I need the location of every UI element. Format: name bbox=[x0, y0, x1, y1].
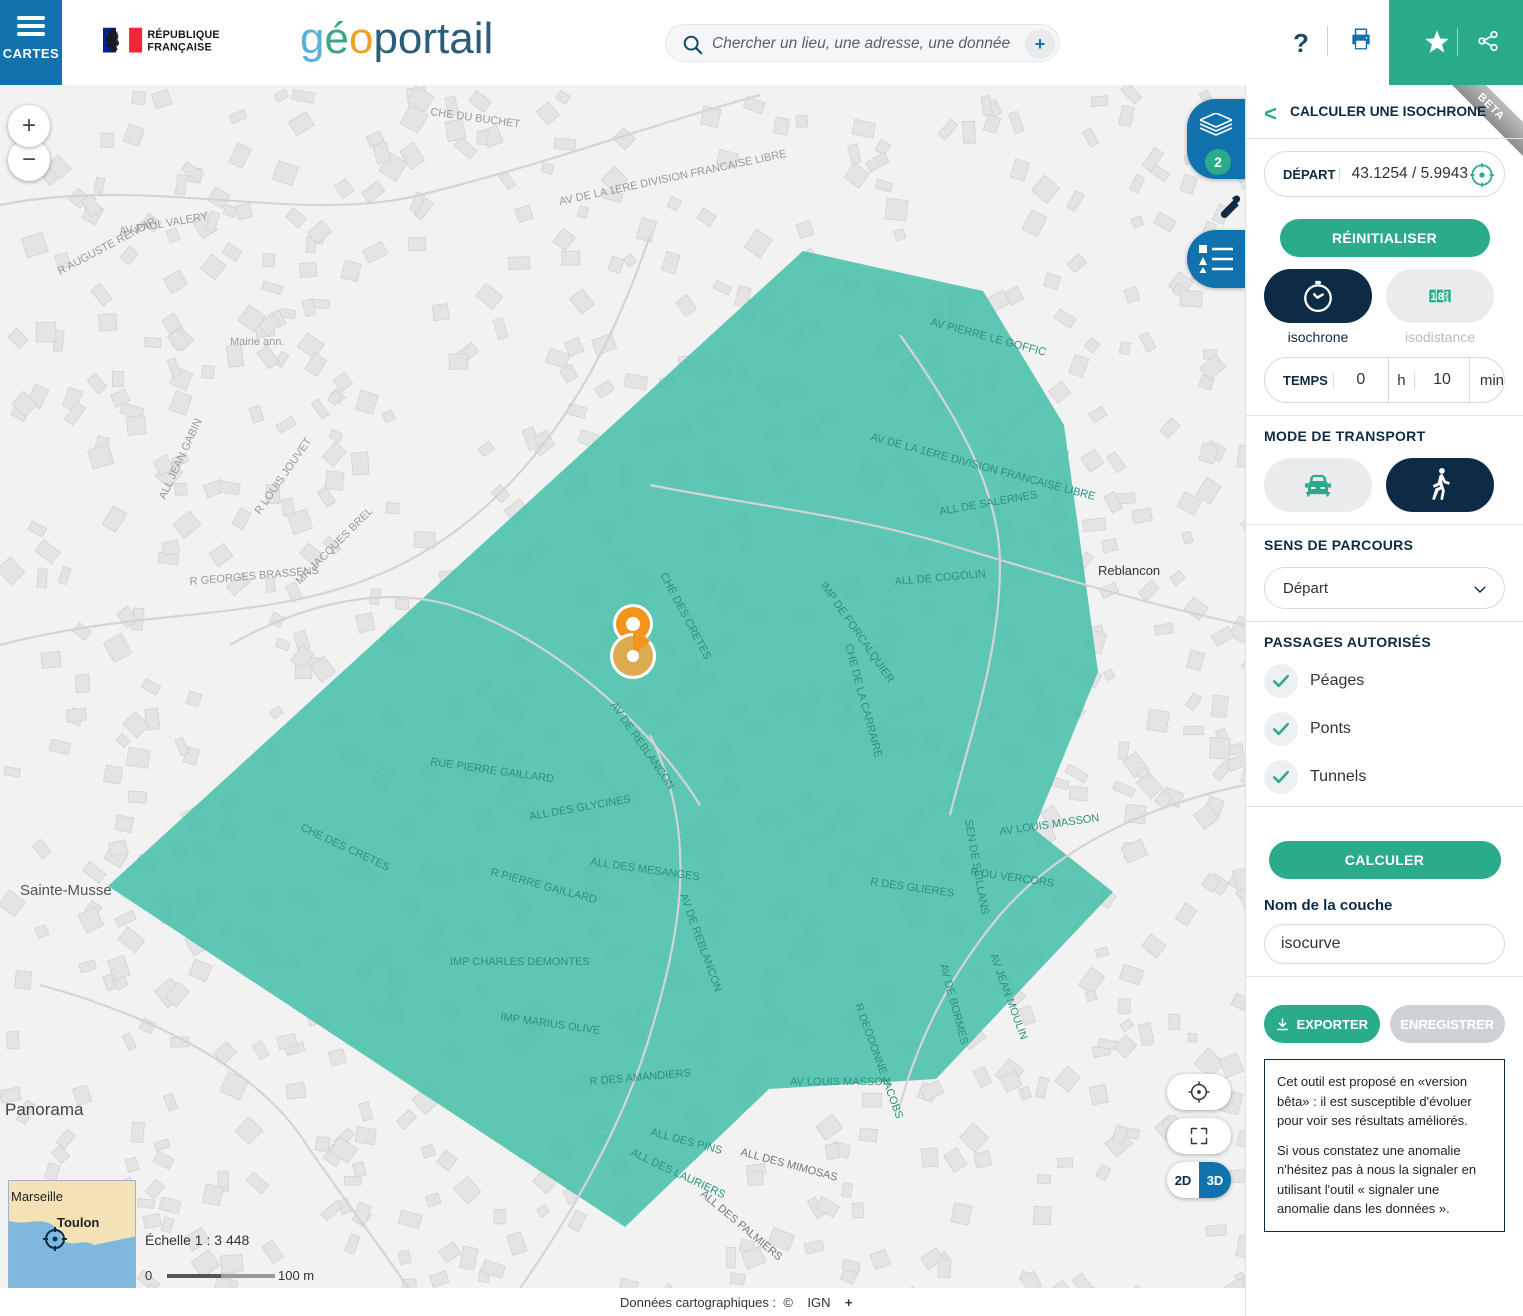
svg-text:Sainte-Musse: Sainte-Musse bbox=[20, 882, 112, 899]
svg-text:IMP CHARLES DEMONTES: IMP CHARLES DEMONTES bbox=[450, 956, 590, 968]
svg-text:FRANÇAISE: FRANÇAISE bbox=[147, 42, 211, 54]
svg-text:Reblancon: Reblancon bbox=[1098, 563, 1160, 578]
svg-text:Mairie ann.: Mairie ann. bbox=[230, 336, 284, 348]
svg-text:Panorama: Panorama bbox=[5, 1100, 84, 1119]
svg-text:RÉPUBLIQUE: RÉPUBLIQUE bbox=[147, 28, 219, 41]
svg-text:8: 8 bbox=[1438, 291, 1444, 303]
svg-text:1: 1 bbox=[1430, 291, 1436, 303]
svg-text:AV LOUIS MASSON: AV LOUIS MASSON bbox=[790, 1076, 891, 1088]
svg-text:Toulon: Toulon bbox=[57, 1215, 99, 1230]
svg-text:3: 3 bbox=[1445, 298, 1449, 305]
svg-text:Marseille: Marseille bbox=[11, 1189, 63, 1204]
